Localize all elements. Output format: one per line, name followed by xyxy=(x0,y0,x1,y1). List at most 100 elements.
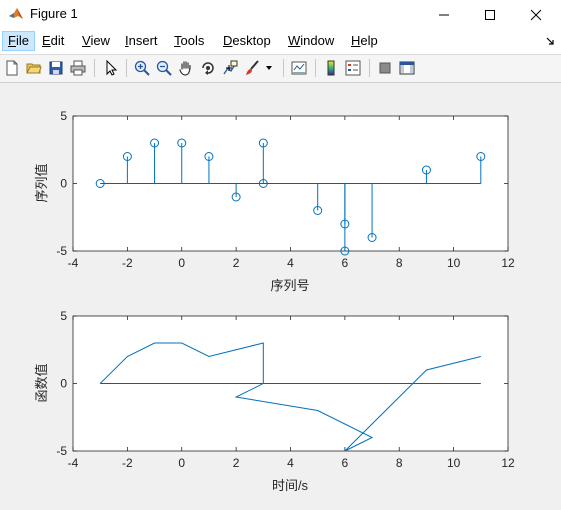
figure-svg: -4 -2 0 2 4 6 8 10 12-505 序列号 序列值 -4 -2 0 2 4 6 8 10 12-… xyxy=(34,109,515,493)
dock-arrow-icon[interactable] xyxy=(545,36,555,46)
toolbar-separator xyxy=(126,59,127,77)
brush-button[interactable] xyxy=(242,58,262,78)
maximize-icon xyxy=(485,9,495,20)
x-tick-label: 6 xyxy=(342,256,349,270)
maximize-button[interactable] xyxy=(467,0,513,29)
x-tick-label: 12 xyxy=(501,256,515,270)
link-plot-icon xyxy=(291,61,307,75)
pan-button[interactable] xyxy=(176,58,196,78)
menu-edit[interactable]: Edit xyxy=(42,33,65,48)
axes-line-ylabel: 函数值 xyxy=(34,363,49,402)
x-tick-label: 0 xyxy=(178,256,185,270)
x-tick-label: 8 xyxy=(396,456,403,470)
y-tick-label: -5 xyxy=(56,244,67,258)
x-tick-label: -2 xyxy=(122,456,133,470)
x-tick-label: 0 xyxy=(178,456,185,470)
menu-help[interactable]: Help xyxy=(351,33,378,48)
link-plot-button[interactable] xyxy=(289,58,309,78)
axes-line[interactable]: -4 -2 0 2 4 6 8 10 12 -5 0 5 时间/s 函数值 xyxy=(34,309,515,493)
stem-marker xyxy=(313,206,323,215)
data-cursor-icon xyxy=(223,60,238,75)
show-plot-tools-icon xyxy=(399,61,415,75)
x-tick-label: 2 xyxy=(233,456,240,470)
toolbar-separator xyxy=(369,59,370,77)
data-cursor-button[interactable] xyxy=(220,58,240,78)
y-tick-label: -5 xyxy=(56,444,67,458)
stem-marker xyxy=(258,138,268,148)
stem-marker xyxy=(150,138,160,148)
stem-marker xyxy=(421,165,431,175)
minimize-button[interactable] xyxy=(421,0,467,29)
close-button[interactable] xyxy=(513,0,559,29)
stem-series xyxy=(95,138,486,256)
y-tick-label: 5 xyxy=(60,309,67,323)
menu-bar: File Edit View Insert Tools Desktop Wind… xyxy=(0,29,561,55)
zoom-out-button[interactable] xyxy=(154,58,174,78)
title-bar: Figure 1 xyxy=(0,0,561,29)
menu-view[interactable]: View xyxy=(82,33,110,48)
print-icon xyxy=(70,60,86,76)
window-title: Figure 1 xyxy=(30,6,78,21)
print-button[interactable] xyxy=(68,58,88,78)
save-icon xyxy=(49,61,63,75)
colorbar-button[interactable] xyxy=(321,58,341,78)
chevron-down-icon xyxy=(266,66,272,70)
menu-window[interactable]: Window xyxy=(288,33,335,48)
edit-plot-button[interactable] xyxy=(101,58,121,78)
legend-icon xyxy=(345,60,361,76)
new-figure-button[interactable] xyxy=(2,58,22,78)
axes-line-xlabel: 时间/s xyxy=(272,478,309,493)
menu-file[interactable]: File xyxy=(2,31,35,51)
toolbar-separator xyxy=(315,59,316,77)
y-tick-label: 5 xyxy=(60,109,67,123)
series-line xyxy=(99,342,481,452)
menu-desktop[interactable]: Desktop xyxy=(223,33,271,48)
open-button[interactable] xyxy=(24,58,44,78)
x-tick-label: 12 xyxy=(501,456,515,470)
x-tick-label: -4 xyxy=(68,456,79,470)
brush-dropdown-button[interactable] xyxy=(262,58,276,78)
matlab-logo-icon xyxy=(9,8,23,19)
close-icon xyxy=(530,9,542,20)
toolbar-separator xyxy=(94,59,95,77)
y-tick-label: 0 xyxy=(60,377,67,391)
axes-stem-ticks: -4 -2 0 2 4 6 8 10 12 -5 0 5 xyxy=(56,109,515,270)
zoom-out-icon xyxy=(156,60,172,76)
axes-stem-xlabel: 序列号 xyxy=(270,278,309,293)
stem-marker xyxy=(476,152,486,161)
x-tick-label: 4 xyxy=(287,256,294,270)
zoom-in-button[interactable] xyxy=(132,58,152,78)
brush-icon xyxy=(246,60,259,75)
hide-plot-tools-icon xyxy=(379,62,391,74)
stem-marker xyxy=(258,179,268,188)
zoom-in-icon xyxy=(134,60,150,76)
rotate-3d-icon xyxy=(202,62,214,75)
axes-line-ticks: -4 -2 0 2 4 6 8 10 12 -5 0 5 xyxy=(56,309,515,470)
figure-canvas: -4 -2 0 2 4 6 8 10 12 -5 0 5 序列号 序列值 -4 -2 0 2 4 6 8 10 12-… xyxy=(0,83,561,505)
axes-stem-ylabel: 序列值 xyxy=(34,163,49,202)
pointer-icon xyxy=(106,60,118,76)
y-tick-label: 0 xyxy=(60,177,67,191)
minimize-icon xyxy=(439,14,449,15)
stem-marker xyxy=(340,219,350,229)
x-tick-label: 8 xyxy=(396,256,403,270)
menu-insert[interactable]: Insert xyxy=(125,33,158,48)
x-tick-label: 10 xyxy=(447,256,461,270)
stem-marker xyxy=(367,233,377,242)
colorbar-icon xyxy=(327,60,335,76)
show-plot-tools-button[interactable] xyxy=(397,58,417,78)
menu-tools[interactable]: Tools xyxy=(174,33,205,48)
toolbar-separator xyxy=(283,59,284,77)
stem-marker xyxy=(340,246,350,256)
x-tick-label: 10 xyxy=(447,456,461,470)
x-tick-label: -4 xyxy=(68,256,79,270)
rotate-3d-button[interactable] xyxy=(198,58,218,78)
open-icon xyxy=(26,63,42,74)
pan-icon xyxy=(179,61,191,76)
hide-plot-tools-button[interactable] xyxy=(375,58,395,78)
x-tick-label: 4 xyxy=(287,456,294,470)
legend-button[interactable] xyxy=(343,58,363,78)
axes-stem[interactable]: -4 -2 0 2 4 6 8 10 12 -5 0 5 序列号 序列值 xyxy=(34,109,515,293)
stem-marker xyxy=(177,138,187,148)
save-button[interactable] xyxy=(46,58,66,78)
